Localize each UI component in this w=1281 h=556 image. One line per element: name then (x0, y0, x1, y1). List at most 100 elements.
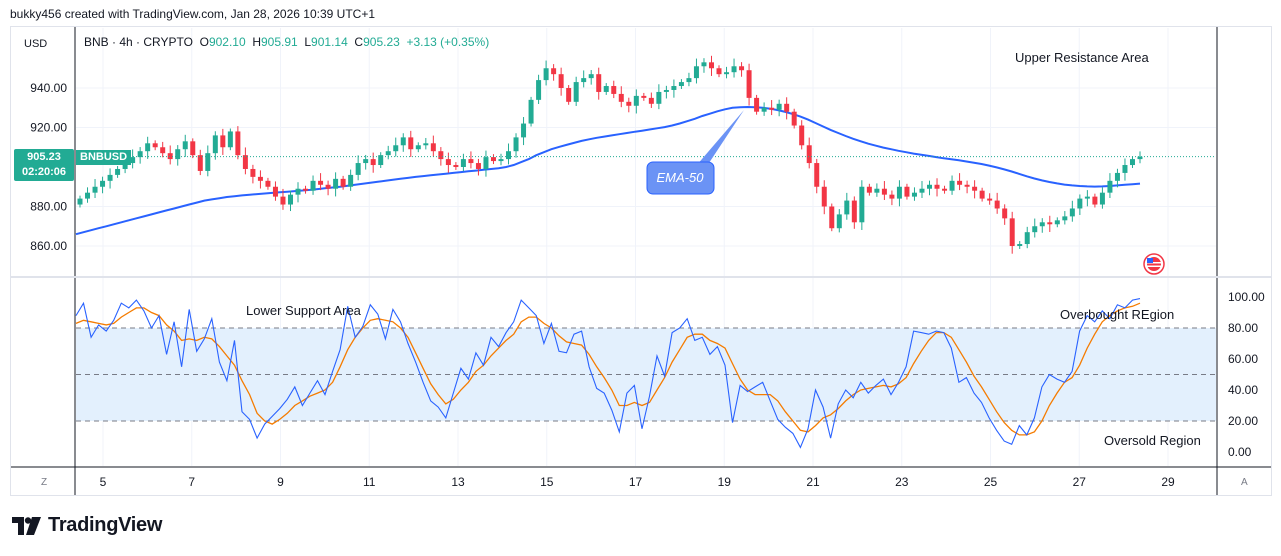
candle-up (1099, 192, 1105, 205)
candle-down (1002, 208, 1008, 219)
candle-down (934, 184, 940, 189)
candle-up (911, 192, 917, 197)
close-value: 905.23 (363, 35, 400, 49)
rsi-line (75, 298, 1141, 449)
candle-down (475, 163, 481, 169)
candle-up (77, 198, 83, 205)
candle-down (994, 200, 1000, 209)
candle-up (348, 174, 354, 187)
time-tick-label: 5 (100, 475, 107, 489)
candle-up (1114, 172, 1120, 181)
close-label: C (354, 35, 364, 49)
candle-down (904, 186, 910, 197)
candle-up (145, 143, 151, 152)
price-tick-label: 920.00 (30, 121, 67, 135)
candle-up (656, 91, 662, 104)
candle-up (423, 143, 429, 146)
candle-down (197, 155, 203, 171)
candle-down (220, 135, 226, 148)
candle-up (581, 78, 587, 83)
candle-down (160, 147, 166, 154)
candle-up (122, 163, 128, 169)
price-tick-label: 940.00 (30, 81, 67, 95)
candle-up (701, 62, 707, 67)
candle-up (896, 186, 902, 199)
time-tick-label: 13 (451, 475, 465, 489)
time-tick-label: 11 (363, 475, 376, 489)
candle-down (468, 159, 474, 164)
rsi-tick-label: 20.00 (1228, 414, 1258, 428)
tradingview-logo-icon (12, 516, 41, 535)
candle-down (791, 111, 797, 126)
candle-up (85, 192, 91, 199)
open-value: 902.10 (208, 35, 246, 49)
candle-down (303, 188, 309, 191)
candle-up (874, 188, 880, 193)
candle-up (663, 89, 669, 92)
candle-down (979, 190, 985, 199)
candle-up (100, 180, 106, 187)
candle-down (821, 186, 827, 207)
candle-down (1009, 218, 1015, 246)
candle-up (295, 188, 301, 195)
candle-up (693, 66, 699, 79)
overbought-label: Overbought REgion (1060, 307, 1174, 322)
candle-down (716, 68, 722, 75)
rsi-ma-line (75, 302, 1141, 436)
candle-up (212, 135, 218, 154)
candle-down (280, 196, 286, 205)
currency-label[interactable]: USD (24, 38, 48, 50)
us-flag-icon[interactable] (1143, 253, 1165, 275)
candle-down (490, 157, 496, 162)
bar-countdown: 02:20:06 (21, 166, 67, 178)
candle-down (340, 178, 346, 187)
candle-up (460, 159, 466, 167)
candle-down (746, 70, 752, 98)
candle-down (957, 180, 963, 185)
candle-down (806, 145, 812, 164)
candle-down (596, 74, 602, 92)
time-tick-label: 29 (1161, 475, 1175, 489)
candle-down (739, 66, 745, 71)
candle-up (633, 95, 639, 106)
candle-down (453, 165, 459, 167)
candle-up (1122, 165, 1128, 173)
candle-down (566, 88, 572, 102)
candle-up (761, 107, 767, 112)
candle-up (1032, 226, 1038, 233)
low-label: L (304, 35, 312, 49)
candle-down (814, 163, 820, 187)
candle-up (1024, 232, 1030, 245)
candle-up (1137, 156, 1143, 160)
high-label: H (252, 35, 261, 49)
candle-up (949, 180, 955, 191)
change-value: +3.13 (+0.35%) (406, 35, 490, 49)
candle-down (889, 194, 895, 199)
rsi-tick-label: 60.00 (1228, 352, 1258, 366)
candle-up (603, 86, 609, 92)
symbol-tag: BNBUSD (76, 150, 132, 165)
time-tick-label: 27 (1073, 475, 1087, 489)
high-value: 905.91 (260, 35, 298, 49)
ticker-info: BNB · 4h · CRYPTO O902.10 H905.91 L901.1… (84, 35, 489, 49)
upper-resistance-label: Upper Resistance Area (1015, 50, 1149, 65)
candle-down (866, 186, 872, 193)
candle-up (355, 163, 361, 175)
candle-down (987, 198, 993, 201)
chart-frame (10, 26, 1272, 496)
candle-down (1047, 222, 1053, 225)
candle-up (776, 103, 782, 110)
time-tick-label: 7 (188, 475, 195, 489)
rsi-tick-label: 0.00 (1228, 445, 1252, 459)
candle-down (881, 188, 887, 195)
auto-scale-button[interactable]: A (1241, 477, 1248, 488)
tradingview-logo[interactable]: TradingView (12, 514, 162, 537)
candle-up (1069, 208, 1075, 217)
time-tick-label: 25 (984, 475, 998, 489)
candle-down (829, 206, 835, 229)
candle-up (724, 72, 730, 75)
candle-up (378, 155, 384, 166)
ticker-symbol[interactable]: BNB · 4h · CRYPTO (84, 35, 193, 49)
zoom-button[interactable]: Z (41, 477, 48, 488)
